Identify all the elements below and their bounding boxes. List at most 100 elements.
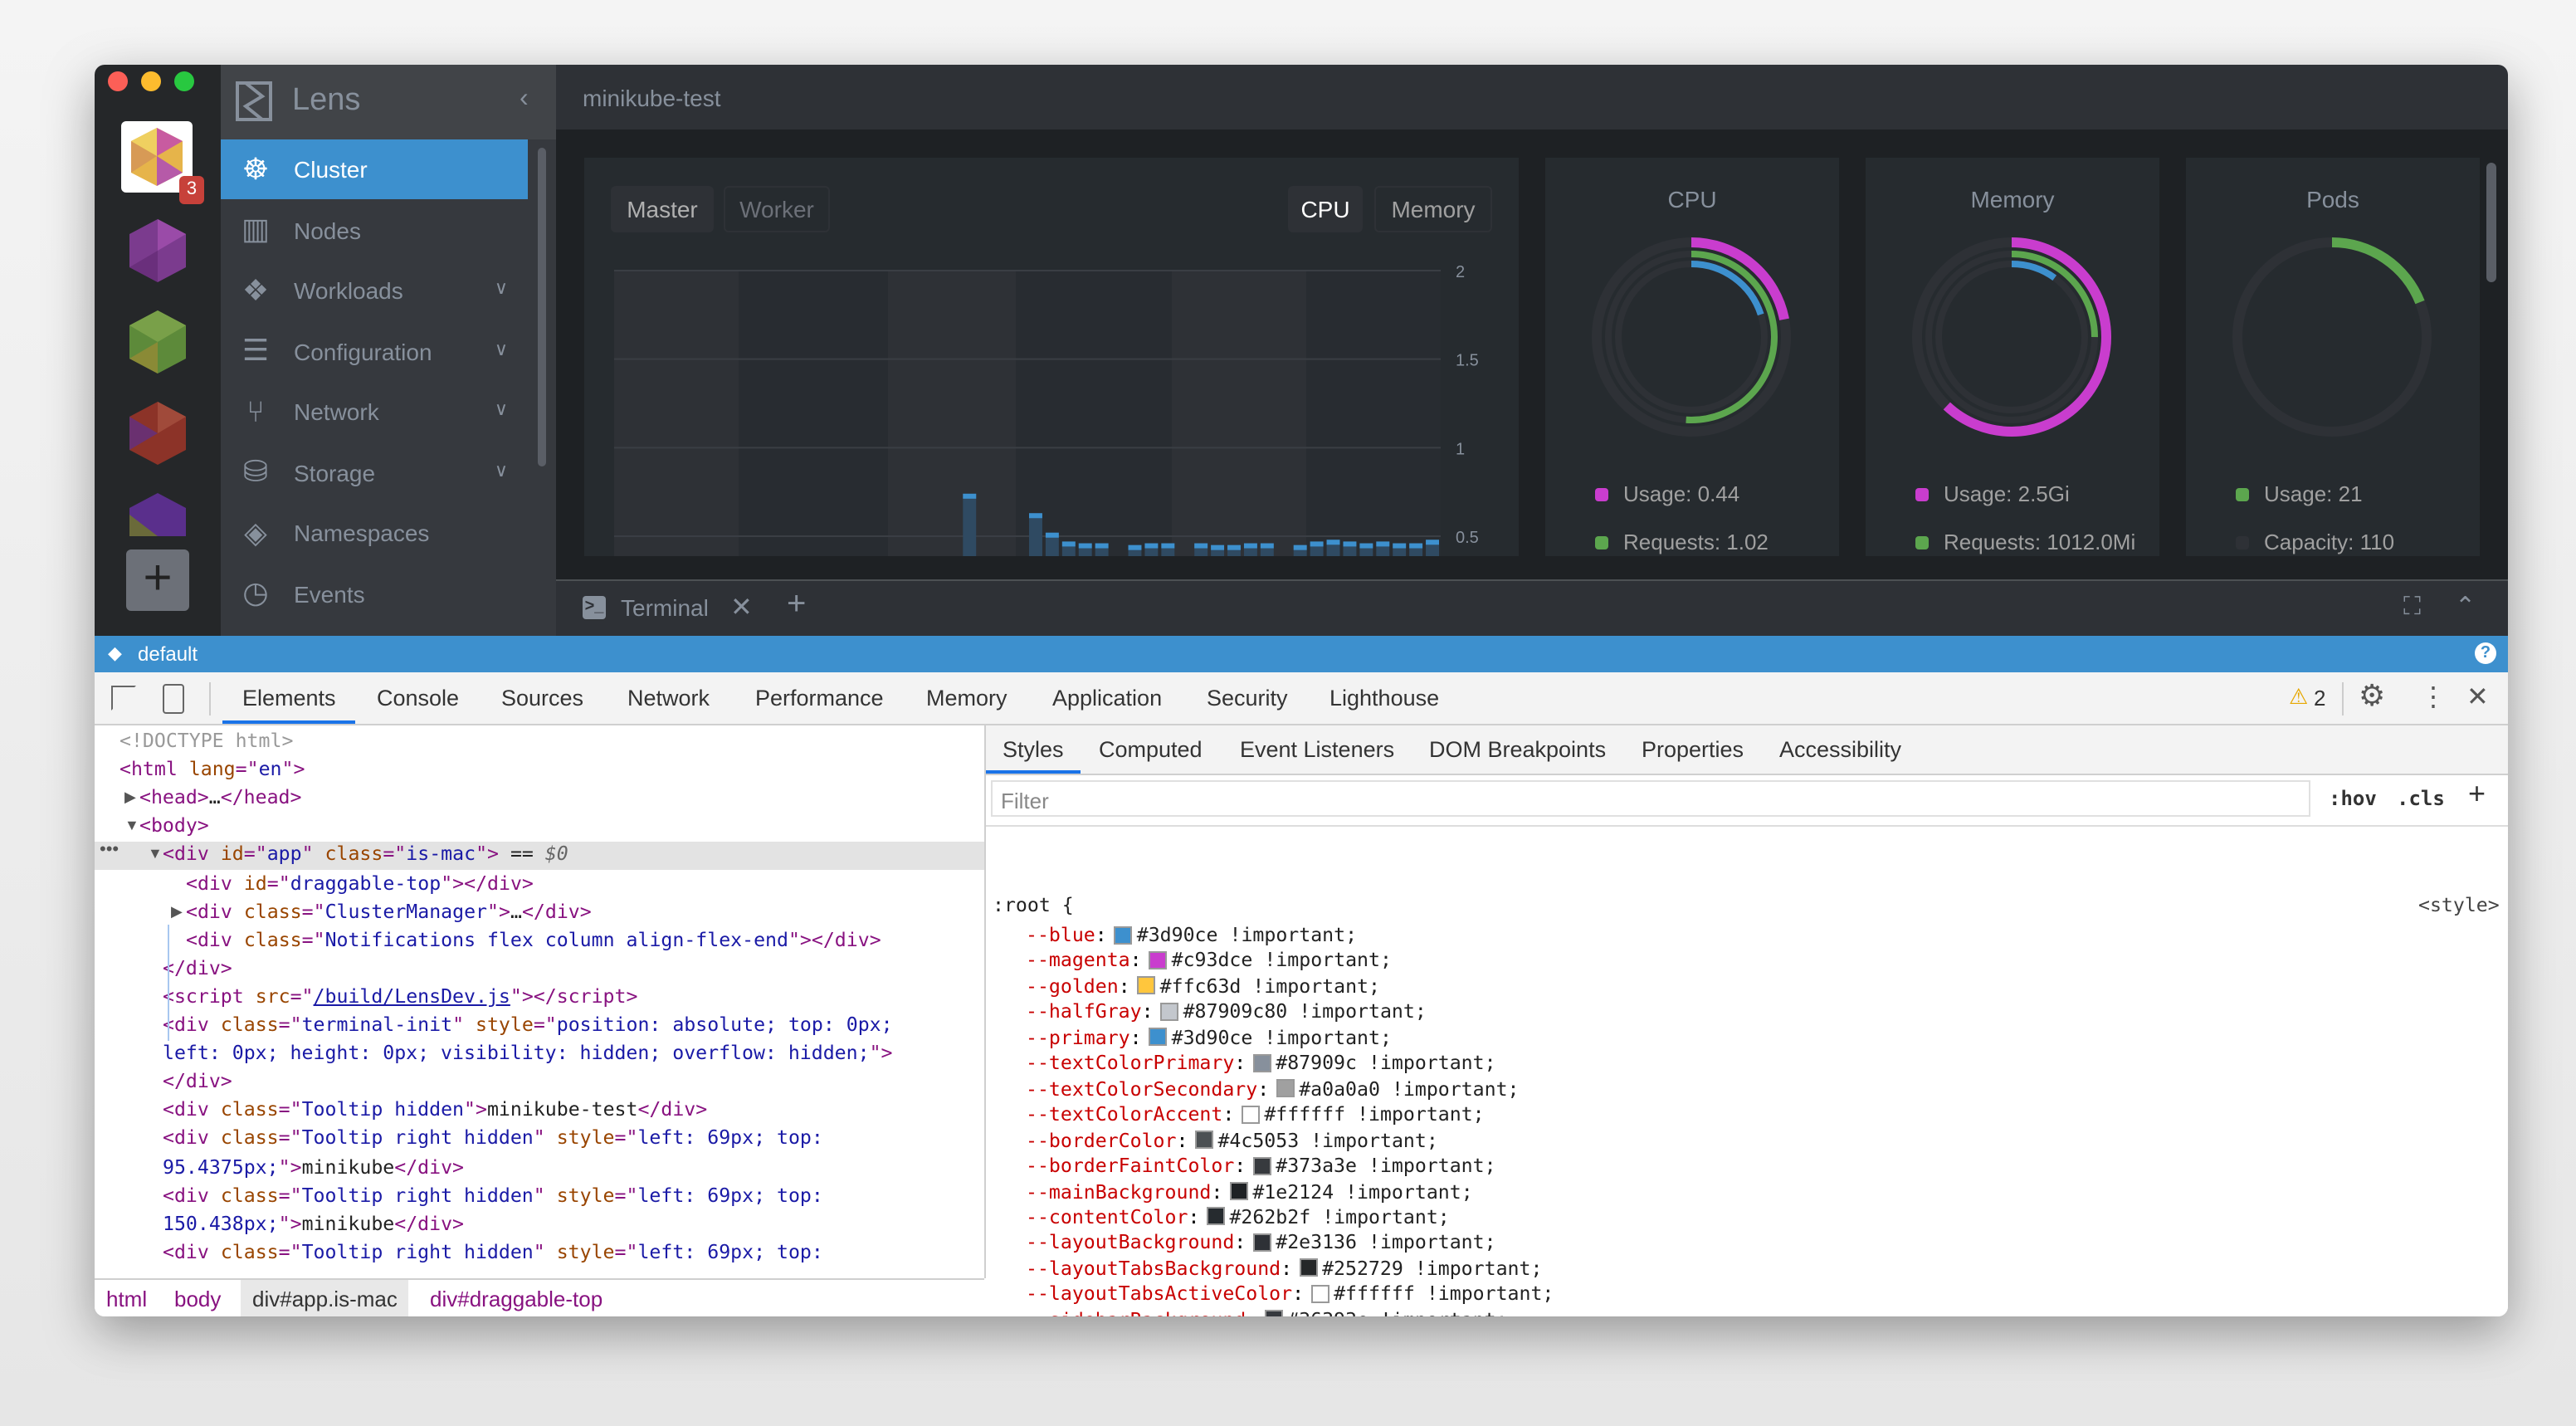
expand-arrow-icon[interactable]: ▼ — [148, 845, 163, 862]
style-property[interactable]: --borderColor: #4c5053 !important; — [1026, 1128, 1438, 1151]
property-name[interactable]: --halfGray — [1026, 999, 1142, 1023]
style-property[interactable]: --mainBackground: #1e2124 !important; — [1026, 1179, 1473, 1203]
style-property[interactable]: --textColorPrimary: #87909c !important; — [1026, 1052, 1496, 1075]
style-property[interactable]: --layoutTabsBackground: #252729 !important… — [1026, 1257, 1542, 1280]
fullscreen-icon[interactable]: ⛶ — [2403, 593, 2422, 621]
chevron-down-icon[interactable]: ∨ — [494, 339, 508, 359]
property-name[interactable]: --sidebarBackground — [1026, 1308, 1246, 1317]
color-swatch[interactable] — [1264, 1310, 1283, 1316]
sidebar-item-workloads[interactable]: ❖ Workloads ∨ — [221, 261, 528, 320]
color-swatch[interactable] — [1159, 1002, 1178, 1021]
property-value[interactable]: #2e3136 — [1276, 1230, 1357, 1254]
style-property[interactable]: --contentColor: #262b2f !important; — [1026, 1205, 1450, 1228]
collapse-sidebar-icon[interactable]: ‹ — [520, 85, 529, 113]
code-line[interactable]: <div class="Tooltip right hidden" style=… — [163, 1125, 823, 1153]
style-property[interactable]: --golden: #ffc63d !important; — [1026, 974, 1380, 998]
close-terminal-icon[interactable]: ✕ — [730, 594, 753, 623]
code-line[interactable]: <html lang="en"> — [120, 755, 305, 784]
sidebar-item-nodes[interactable]: ▥ Nodes — [221, 200, 528, 260]
style-property[interactable]: --layoutTabsActiveColor: #ffffff !importan… — [1026, 1282, 1554, 1306]
color-swatch[interactable] — [1310, 1284, 1329, 1303]
cluster-icon-green[interactable] — [124, 309, 191, 375]
selected-row[interactable] — [95, 842, 984, 871]
code-line[interactable]: left: 0px; height: 0px; visibility: hidd… — [163, 1039, 893, 1067]
class-toggle[interactable]: .cls — [2397, 787, 2445, 810]
property-value[interactable]: #3d90ce — [1136, 923, 1218, 946]
tab-worker[interactable]: Worker — [724, 186, 830, 232]
breadcrumb-item[interactable]: div#draggable-top — [430, 1287, 603, 1311]
property-value[interactable]: #ffc63d — [1159, 974, 1242, 998]
sidebar-item-namespaces[interactable]: ◈ Namespaces — [221, 503, 528, 563]
more-actions-icon[interactable]: ••• — [100, 840, 120, 861]
property-name[interactable]: --textColorPrimary — [1026, 1051, 1235, 1075]
settings-gear-icon[interactable]: ⚙ — [2359, 679, 2386, 712]
donut-arc[interactable] — [2232, 237, 2432, 437]
styles-tab-dom-breakpoints[interactable]: DOM Breakpoints — [1429, 737, 1607, 762]
tab-network[interactable]: Network — [627, 686, 710, 711]
property-name[interactable]: --magenta — [1026, 948, 1130, 972]
chevron-down-icon[interactable]: ∨ — [494, 461, 508, 481]
code-line[interactable]: <div class="ClusterManager">…</div> — [186, 897, 592, 925]
hover-state-toggle[interactable]: :hov — [2329, 787, 2377, 810]
color-swatch[interactable] — [1241, 1105, 1260, 1124]
chevron-down-icon[interactable]: ∨ — [494, 279, 508, 299]
code-line[interactable]: </div> — [163, 1067, 232, 1096]
main-scrollbar[interactable] — [2486, 163, 2496, 282]
script-link[interactable]: /build/LensDev.js — [313, 984, 510, 1008]
code-line[interactable]: <div class="Tooltip hidden">minikube-tes… — [163, 1096, 707, 1125]
color-swatch[interactable] — [1299, 1258, 1318, 1277]
property-value[interactable]: #87909c — [1276, 1051, 1357, 1075]
code-line[interactable]: <script src="/build/LensDev.js"></script… — [163, 983, 637, 1011]
add-cluster-button[interactable]: + — [126, 549, 189, 611]
code-line[interactable]: <div class="Tooltip right hidden" style=… — [163, 1181, 823, 1209]
code-line[interactable]: <!DOCTYPE html> — [120, 727, 293, 755]
sidebar-item-storage[interactable]: ⛁ Storage ∨ — [221, 442, 528, 502]
color-swatch[interactable] — [1229, 1182, 1248, 1200]
property-value[interactable]: #ffffff — [1334, 1282, 1415, 1306]
tab-security[interactable]: Security — [1207, 686, 1288, 711]
property-name[interactable]: --layoutBackground — [1026, 1230, 1235, 1254]
sidebar-item-configuration[interactable]: ☰ Configuration ∨ — [221, 321, 528, 381]
code-line[interactable]: <div class="terminal-init" style="positi… — [163, 1011, 893, 1039]
donut-arc[interactable] — [1605, 251, 1778, 423]
new-terminal-icon[interactable]: + — [787, 586, 807, 623]
color-swatch[interactable] — [1252, 1053, 1271, 1072]
maximize-window-button[interactable] — [174, 71, 194, 91]
property-name[interactable]: --layoutTabsActiveColor — [1026, 1282, 1293, 1306]
new-style-rule-icon[interactable]: + — [2468, 777, 2486, 810]
inspect-element-icon[interactable] — [111, 686, 136, 711]
property-name[interactable]: --mainBackground — [1026, 1179, 1212, 1203]
code-line[interactable]: <div class="Tooltip right hidden" style=… — [163, 1238, 823, 1267]
terminal-tab[interactable]: Terminal — [621, 594, 709, 621]
styles-tab-accessibility[interactable]: Accessibility — [1779, 737, 1902, 762]
styles-tab-computed[interactable]: Computed — [1099, 737, 1203, 762]
sidebar-item-cluster[interactable]: ☸ Cluster — [221, 139, 528, 199]
style-property[interactable]: --blue: #3d90ce !important; — [1026, 923, 1357, 946]
property-value[interactable]: #4c5053 — [1217, 1128, 1300, 1152]
property-name[interactable]: --layoutTabsBackground — [1026, 1256, 1281, 1280]
color-swatch[interactable] — [1136, 976, 1155, 995]
property-name[interactable]: --textColorAccent — [1026, 1102, 1223, 1126]
property-value[interactable]: #87909c80 — [1183, 999, 1288, 1023]
code-line[interactable]: 150.438px;">minikube</div> — [163, 1209, 464, 1238]
cluster-icon-violet[interactable] — [124, 491, 191, 536]
property-value[interactable]: #ffffff — [1264, 1102, 1346, 1126]
close-window-button[interactable] — [108, 71, 128, 91]
cluster-icon-minikube-test[interactable] — [121, 121, 193, 193]
close-devtools-icon[interactable]: ✕ — [2466, 684, 2489, 712]
property-value[interactable]: #373a3e — [1276, 1154, 1357, 1178]
code-line[interactable]: <div id="draggable-top"></div> — [186, 869, 534, 897]
donut-arc[interactable] — [1592, 237, 1791, 437]
breadcrumb-item[interactable]: body — [174, 1287, 222, 1311]
style-property[interactable]: --sidebarBackground: #36393e !important; — [1026, 1308, 1508, 1317]
breadcrumb-item[interactable]: div#app.is-mac — [241, 1280, 409, 1316]
color-swatch[interactable] — [1276, 1079, 1295, 1098]
property-value[interactable]: #252729 — [1322, 1256, 1403, 1280]
cluster-icon-red[interactable] — [124, 400, 191, 466]
property-value[interactable]: #262b2f — [1229, 1204, 1311, 1228]
warning-count[interactable]: 2 — [2314, 686, 2326, 711]
chevron-down-icon[interactable]: ∨ — [494, 400, 508, 420]
property-name[interactable]: --blue — [1026, 923, 1095, 946]
donut-arc[interactable] — [1925, 251, 2098, 423]
property-value[interactable]: #3d90ce — [1171, 1025, 1253, 1049]
